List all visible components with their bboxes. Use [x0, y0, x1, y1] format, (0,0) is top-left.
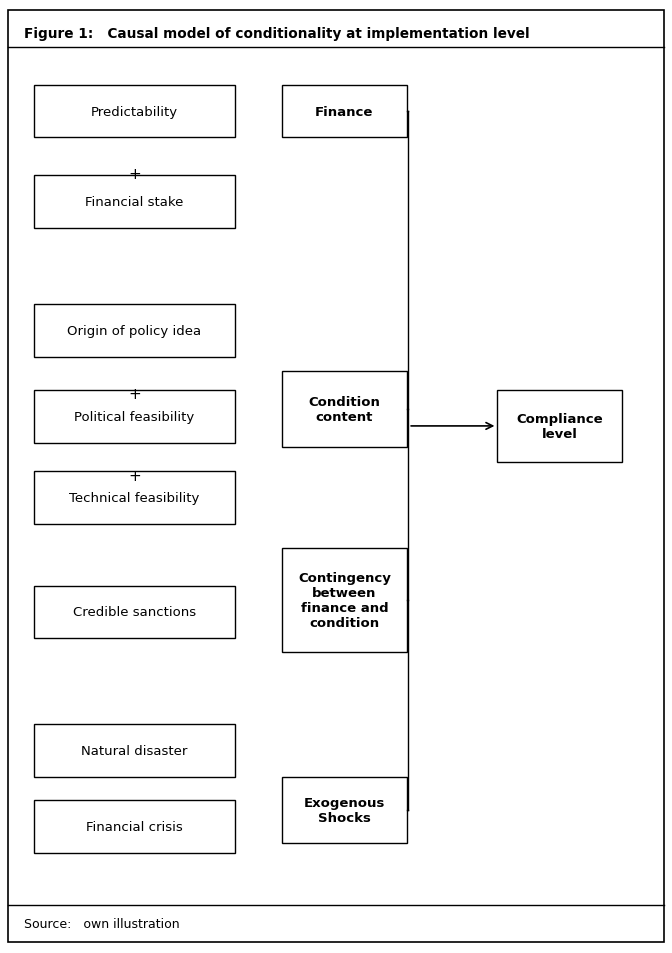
FancyBboxPatch shape [34, 305, 235, 357]
FancyBboxPatch shape [34, 801, 235, 853]
FancyBboxPatch shape [8, 11, 664, 942]
Text: Finance: Finance [315, 106, 374, 118]
FancyBboxPatch shape [34, 472, 235, 524]
Text: +: + [128, 386, 140, 401]
FancyBboxPatch shape [282, 372, 407, 448]
FancyBboxPatch shape [34, 586, 235, 639]
Text: Exogenous
Shocks: Exogenous Shocks [304, 796, 385, 824]
FancyBboxPatch shape [34, 724, 235, 777]
Text: Source:   own illustration: Source: own illustration [24, 917, 179, 930]
Text: Credible sanctions: Credible sanctions [73, 606, 196, 618]
Text: Financial crisis: Financial crisis [86, 821, 183, 833]
Text: +: + [128, 469, 140, 484]
Text: Condition
content: Condition content [308, 395, 380, 424]
FancyBboxPatch shape [282, 777, 407, 843]
FancyBboxPatch shape [34, 176, 235, 229]
Text: Technical feasibility: Technical feasibility [69, 492, 200, 504]
Text: Origin of policy idea: Origin of policy idea [67, 325, 202, 337]
FancyBboxPatch shape [282, 86, 407, 138]
Text: Political feasibility: Political feasibility [75, 411, 194, 423]
Text: Financial stake: Financial stake [85, 196, 183, 209]
FancyBboxPatch shape [34, 86, 235, 138]
Text: Figure 1:   Causal model of conditionality at implementation level: Figure 1: Causal model of conditionality… [24, 27, 529, 41]
Text: Contingency
between
finance and
condition: Contingency between finance and conditio… [298, 572, 391, 629]
Text: +: + [128, 167, 140, 182]
Text: Predictability: Predictability [91, 106, 178, 118]
FancyBboxPatch shape [497, 391, 622, 462]
Text: Compliance
level: Compliance level [516, 413, 603, 440]
FancyBboxPatch shape [34, 391, 235, 443]
Text: Natural disaster: Natural disaster [81, 744, 187, 757]
FancyBboxPatch shape [282, 548, 407, 653]
